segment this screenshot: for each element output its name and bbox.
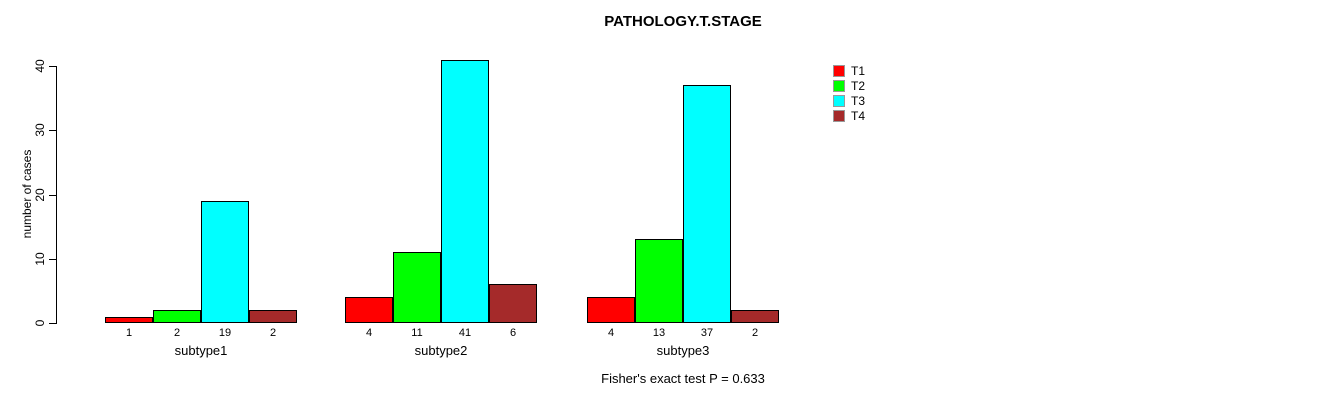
legend-swatch-t2 xyxy=(833,80,845,92)
y-axis-tick xyxy=(49,130,56,131)
bar-t2-subtype2 xyxy=(393,252,441,323)
legend-swatch-t4 xyxy=(833,110,845,122)
category-label-subtype3: subtype3 xyxy=(656,343,710,358)
y-axis-tick xyxy=(49,195,56,196)
category-label-subtype2: subtype2 xyxy=(414,343,468,358)
legend: T1 T2 T3 T4 xyxy=(833,64,865,124)
y-tick-label: 0 xyxy=(33,319,47,327)
bar-t1-subtype3 xyxy=(587,297,635,323)
y-tick-label: 20 xyxy=(33,187,47,202)
bar-t4-subtype2 xyxy=(489,284,537,323)
bar-value-label: 11 xyxy=(411,327,423,339)
y-axis-tick xyxy=(49,323,56,324)
bar-t3-subtype1 xyxy=(201,201,249,323)
legend-item-t3: T3 xyxy=(833,94,865,108)
y-tick-label: 10 xyxy=(33,252,47,266)
legend-label-t1: T1 xyxy=(851,64,866,78)
bar-value-label: 37 xyxy=(700,327,714,339)
y-tick-label: 40 xyxy=(33,59,47,73)
bar-value-label: 6 xyxy=(509,327,517,339)
legend-label-t4: T4 xyxy=(851,109,866,123)
bar-t1-subtype2 xyxy=(345,297,393,323)
y-tick-label: 30 xyxy=(33,123,47,137)
bar-t4-subtype3 xyxy=(731,310,779,323)
y-axis-tick xyxy=(49,259,56,260)
legend-item-t4: T4 xyxy=(833,109,865,123)
bar-t1-subtype1 xyxy=(105,317,153,323)
bar-value-label: 19 xyxy=(218,327,232,339)
y-axis-label: number of cases xyxy=(20,149,34,239)
legend-label-t2: T2 xyxy=(851,79,866,93)
bar-value-label: 2 xyxy=(751,327,759,339)
legend-swatch-t1 xyxy=(833,65,845,77)
fisher-test-annotation: Fisher's exact test P = 0.633 xyxy=(601,371,765,386)
bar-value-label: 1 xyxy=(125,327,133,339)
y-axis-tick xyxy=(49,66,56,67)
bar-value-label: 4 xyxy=(365,327,373,339)
bar-t2-subtype3 xyxy=(635,239,683,323)
chart-title: PATHOLOGY.T.STAGE xyxy=(604,13,762,30)
bar-value-label: 2 xyxy=(269,327,277,339)
bar-t3-subtype3 xyxy=(683,85,731,323)
bar-t2-subtype1 xyxy=(153,310,201,323)
legend-label-t3: T3 xyxy=(851,94,866,108)
category-label-subtype1: subtype1 xyxy=(174,343,228,358)
legend-item-t1: T1 xyxy=(833,64,865,78)
legend-swatch-t3 xyxy=(833,95,845,107)
legend-item-t2: T2 xyxy=(833,79,865,93)
y-axis-line xyxy=(56,66,57,324)
bar-t4-subtype1 xyxy=(249,310,297,323)
bar-value-label: 41 xyxy=(458,327,472,339)
bar-t3-subtype2 xyxy=(441,60,489,323)
bar-value-label: 4 xyxy=(607,327,615,339)
bar-value-label: 13 xyxy=(652,327,666,339)
bar-value-label: 2 xyxy=(173,327,181,339)
